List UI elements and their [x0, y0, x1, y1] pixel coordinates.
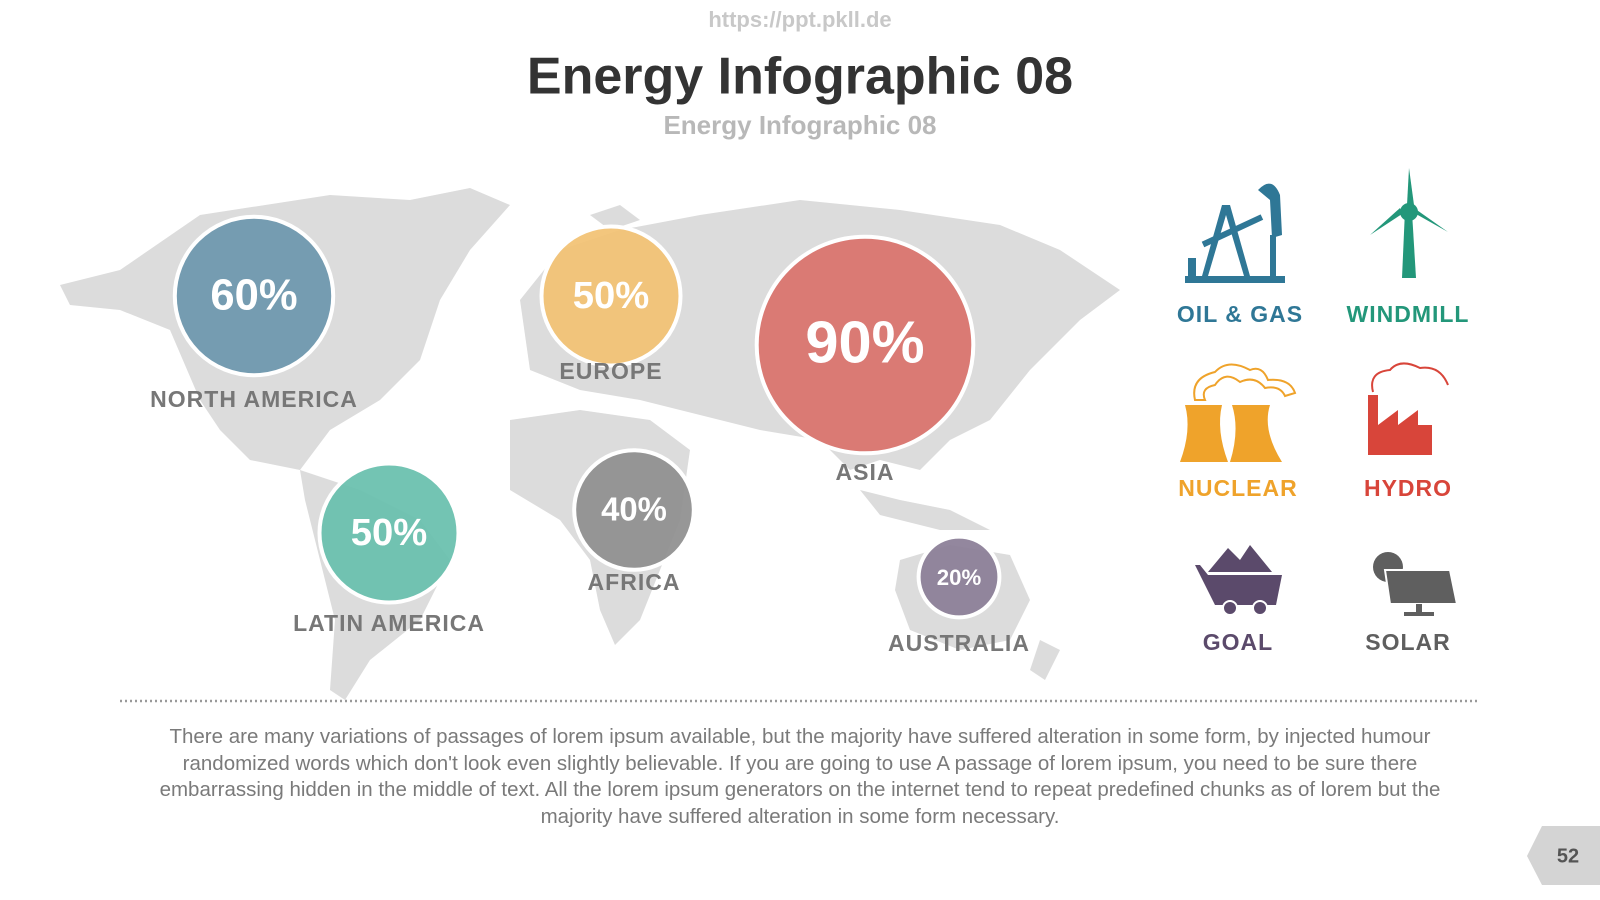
region-name: EUROPE: [559, 358, 662, 384]
region-name: AUSTRALIA: [888, 630, 1030, 656]
region-bubble: [754, 234, 976, 456]
energy-label: OIL & GAS: [1177, 301, 1303, 327]
region-name: NORTH AMERICA: [150, 386, 358, 412]
region-value: 20%: [937, 565, 982, 590]
page-number: 52: [1557, 845, 1579, 867]
energy-label: SOLAR: [1365, 629, 1451, 655]
body-text: There are many variations of passages of…: [159, 725, 1441, 828]
energy-label: HYDRO: [1364, 475, 1452, 501]
region-bubble: [916, 534, 1002, 620]
energy-label: GOAL: [1203, 629, 1273, 655]
region-value: 60%: [210, 272, 297, 320]
region-name: LATIN AMERICA: [293, 610, 485, 636]
region-bubble: [172, 214, 336, 378]
windmill-icon: [1370, 168, 1448, 278]
subtitle: Energy Infographic 08: [663, 110, 936, 140]
energy-label: WINDMILL: [1347, 301, 1470, 327]
page-badge: [1527, 826, 1600, 885]
hydro-icon: [1368, 362, 1449, 455]
region-bubble: [572, 448, 696, 572]
region-value: 40%: [601, 491, 667, 528]
region-value: 90%: [805, 309, 924, 376]
nuclear-icon: [1180, 363, 1297, 462]
region-bubble: [539, 224, 683, 368]
oil-gas-icon: [1185, 183, 1285, 283]
url: https://ppt.pkll.de: [708, 7, 891, 32]
region-value: 50%: [573, 274, 650, 317]
region-value: 50%: [351, 511, 428, 554]
energy-label: NUCLEAR: [1178, 475, 1297, 501]
goal-icon: [1195, 545, 1282, 616]
region-name: ASIA: [836, 459, 895, 485]
region-name: AFRICA: [588, 569, 681, 595]
region-bubble: [317, 461, 461, 605]
title: Energy Infographic 08: [527, 48, 1073, 106]
solar-icon: [1373, 552, 1459, 616]
